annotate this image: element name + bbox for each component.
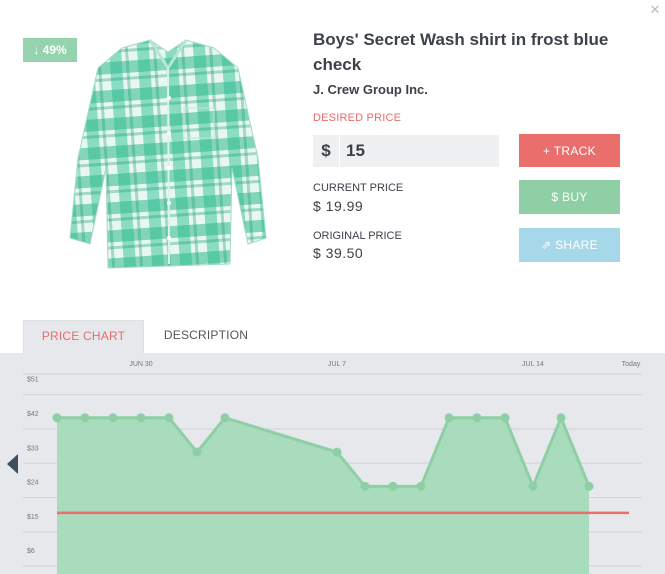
y-tick-label: $42 [27,411,39,418]
discount-badge: ↓ 49% [23,38,77,62]
tab-bar: PRICE CHART DESCRIPTION [0,320,665,353]
y-tick-label: $24 [27,480,39,487]
price-area [57,417,589,574]
price-point [360,481,370,491]
chevron-left-icon [7,454,18,474]
buy-button[interactable]: $ BUY [519,180,620,214]
price-point [332,447,342,457]
price-point [528,481,538,491]
x-tick-label: JUL 7 [328,361,346,368]
brand-name: J. Crew Group Inc. [313,82,428,97]
price-point [416,481,426,491]
price-point [108,413,118,423]
price-point [500,413,510,423]
desired-price-label: DESIRED PRICE [313,112,402,124]
price-chart-svg: $51 $42 $33 $24 $15 $6 JUN 30 JUL 7 JUL 14 Today [23,361,642,574]
desired-price-input[interactable] [346,135,496,167]
original-price-label: ORIGINAL PRICE [313,230,402,242]
track-button[interactable]: + TRACK [519,134,620,167]
currency-symbol: $ [313,135,340,167]
current-price-value: $ 19.99 [313,198,364,214]
price-point [220,413,230,423]
price-point [52,413,62,423]
current-price-label: CURRENT PRICE [313,182,404,194]
price-chart: $51 $42 $33 $24 $15 $6 JUN 30 JUL 7 JUL 14 Today [0,353,665,574]
close-button[interactable]: ✕ [648,4,662,18]
share-button[interactable]: ⇗ SHARE [519,228,620,262]
price-point [80,413,90,423]
x-tick-label: Today [622,361,641,368]
price-point [136,413,146,423]
price-point [444,413,454,423]
desired-price-field: $ [313,135,499,167]
chart-prev-button[interactable] [7,454,19,474]
price-point [584,481,594,491]
price-point [472,413,482,423]
price-point [192,447,202,457]
y-tick-label: $51 [27,377,39,384]
product-image [69,39,267,269]
y-tick-label: $6 [27,548,35,555]
price-point [388,481,398,491]
price-point [164,413,174,423]
tab-description[interactable]: DESCRIPTION [163,328,249,342]
original-price-value: $ 39.50 [313,245,364,261]
x-tick-label: JUL 14 [522,361,544,368]
y-tick-label: $15 [27,514,39,521]
price-point [556,413,566,423]
y-tick-label: $33 [27,445,39,452]
x-tick-label: JUN 30 [129,361,152,368]
product-title: Boys' Secret Wash shirt in frost blue ch… [313,30,609,74]
close-icon: ✕ [649,3,661,18]
tab-price-chart[interactable]: PRICE CHART [23,320,144,353]
